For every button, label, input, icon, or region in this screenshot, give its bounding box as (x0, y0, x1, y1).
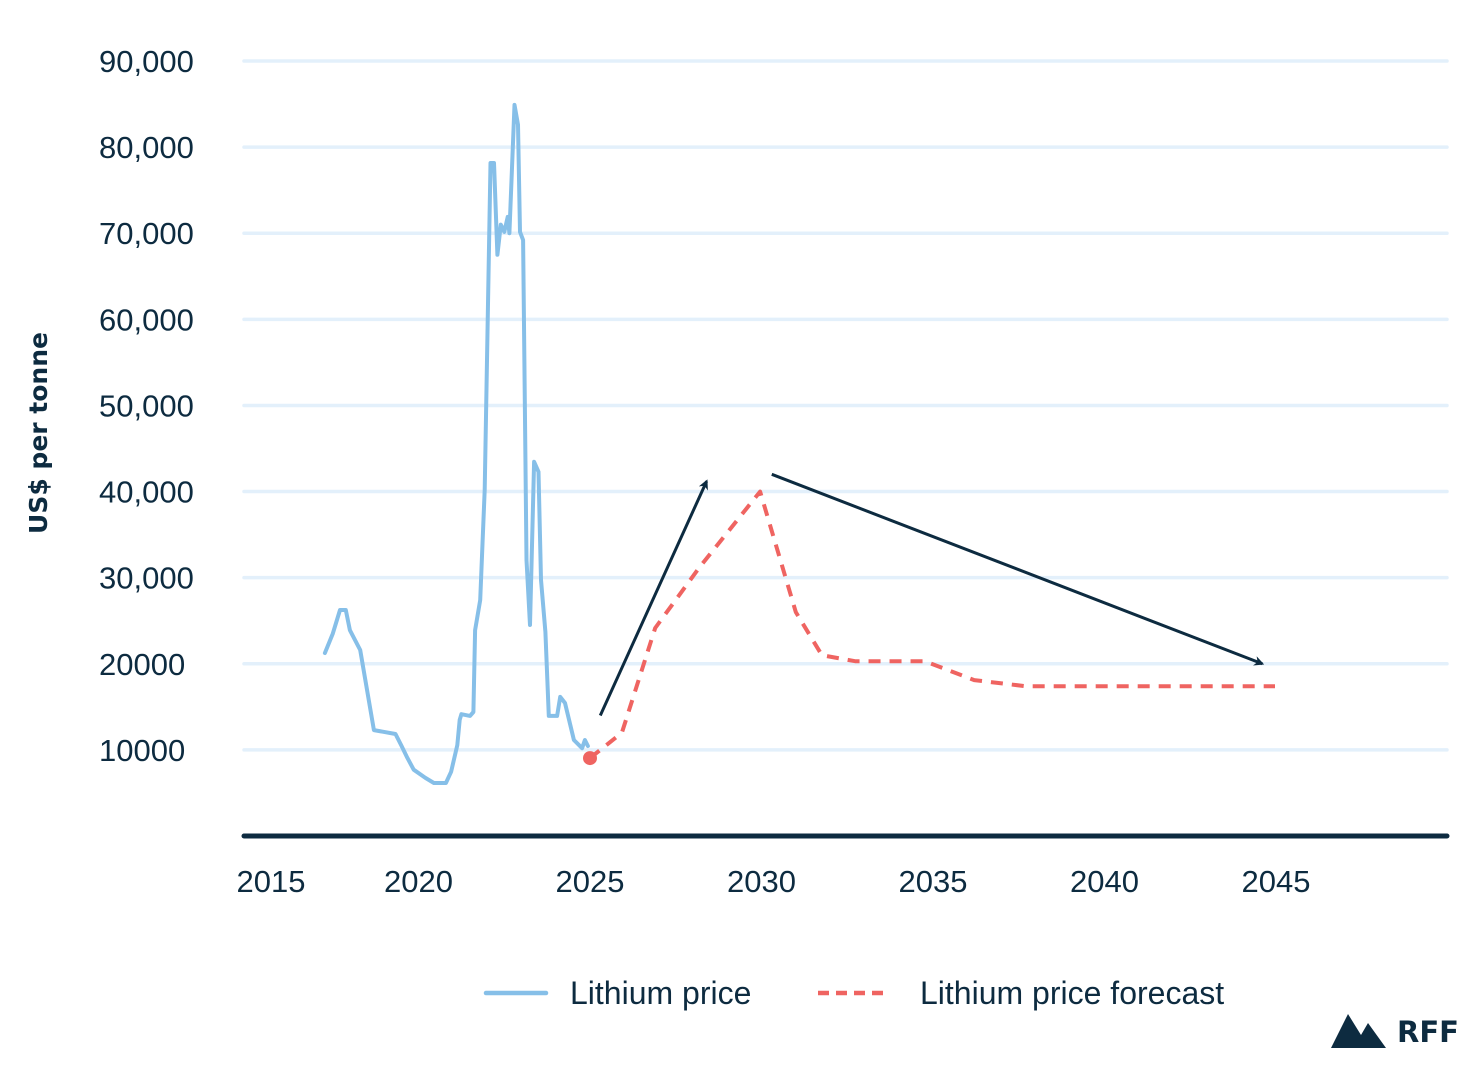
forecast-start-marker (583, 751, 597, 766)
x-tick-label: 2020 (384, 864, 453, 899)
arrow-down-icon (771, 472, 1265, 666)
y-tick-label: 90,000 (99, 44, 194, 79)
y-tick-label: 20000 (99, 647, 185, 682)
legend: Lithium price Lithium price forecast (483, 975, 1224, 1011)
annotation-arrows (598, 472, 1265, 717)
mountain-icon (1331, 1014, 1386, 1048)
series-layer (322, 102, 1275, 785)
legend-label-lithium-price: Lithium price (570, 975, 751, 1011)
x-tick-label: 2015 (237, 864, 306, 899)
y-tick-label: 50,000 (99, 388, 194, 423)
y-tick-label: 60,000 (99, 302, 194, 337)
series-line-lithium-price (322, 102, 590, 785)
y-tick-label: 30,000 (99, 561, 194, 596)
y-tick-label: 70,000 (99, 216, 194, 251)
arrow-up-icon (598, 479, 708, 717)
x-tick-label: 2030 (727, 864, 796, 899)
rff-logo: RFF (1331, 1014, 1459, 1049)
series-line-lithium-price-forecast (588, 489, 1275, 760)
y-tick-label: 40,000 (99, 475, 194, 510)
gridlines (242, 59, 1449, 752)
x-axis-ticks: 2015 2020 2025 2030 2035 2040 2045 (237, 864, 1311, 899)
y-axis-title: US$ per tonne (24, 332, 53, 534)
x-tick-label: 2025 (556, 864, 625, 899)
y-tick-label: 10000 (99, 733, 185, 768)
y-axis-ticks: 10000 20000 30,000 40,000 50,000 60,000 70,000… (99, 44, 194, 768)
x-tick-label: 2045 (1242, 864, 1311, 899)
logo-text: RFF (1397, 1015, 1459, 1049)
x-tick-label: 2040 (1070, 864, 1139, 899)
y-tick-label: 80,000 (99, 130, 194, 165)
legend-label-lithium-price-forecast: Lithium price forecast (920, 975, 1224, 1011)
x-tick-label: 2035 (899, 864, 968, 899)
